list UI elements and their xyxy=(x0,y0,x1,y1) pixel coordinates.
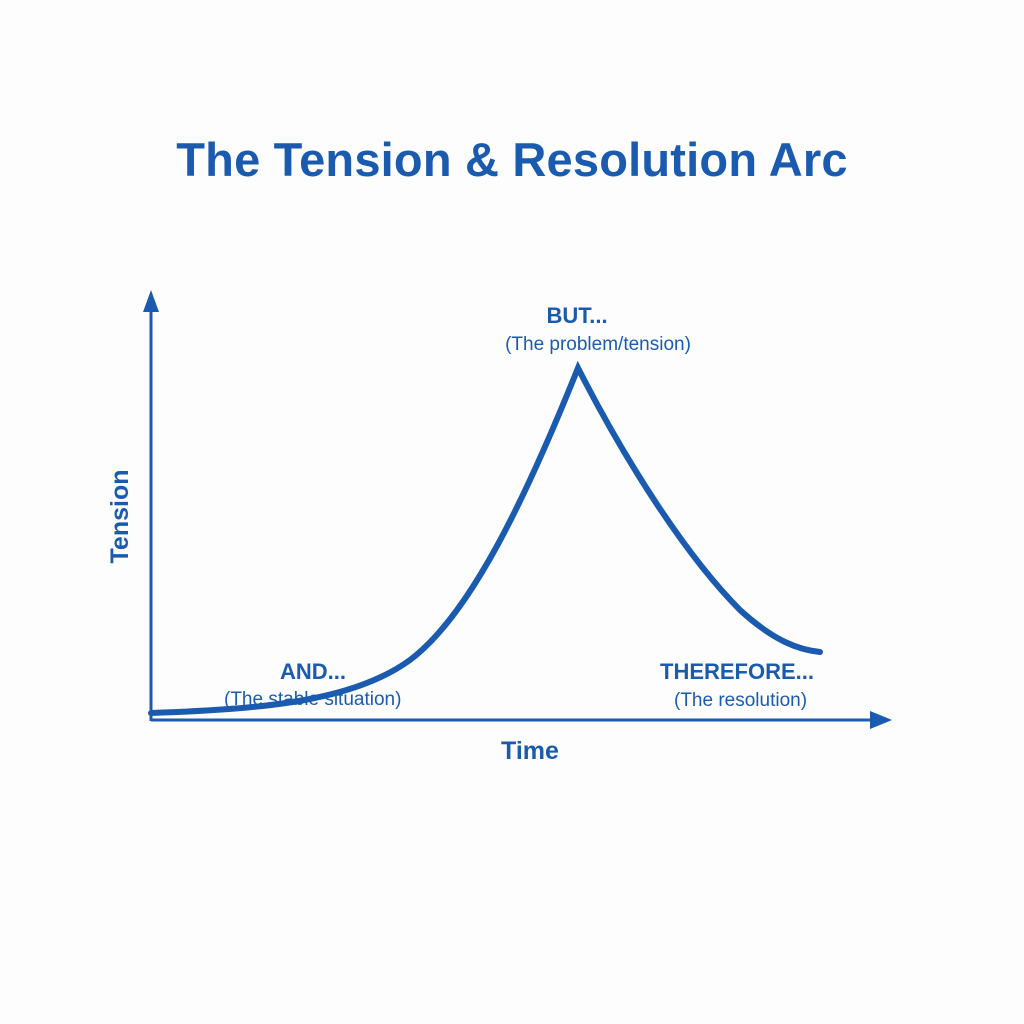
diagram-title: The Tension & Resolution Arc xyxy=(176,133,848,186)
y-axis-label: Tension xyxy=(106,469,134,564)
x-axis-arrow-icon xyxy=(870,711,892,729)
stage-but-heading: BUT... xyxy=(546,303,608,328)
stage-therefore-heading: THEREFORE... xyxy=(660,659,815,684)
stage-and-caption: (The stable situation) xyxy=(224,689,402,710)
y-axis-arrow-icon xyxy=(143,290,159,312)
stage-and-heading: AND... xyxy=(280,659,346,684)
x-axis-label: Time xyxy=(501,737,559,765)
tension-arc-curve xyxy=(148,360,823,716)
stage-therefore-caption: (The resolution) xyxy=(674,690,808,711)
stage-but-caption: (The problem/tension) xyxy=(505,334,691,355)
